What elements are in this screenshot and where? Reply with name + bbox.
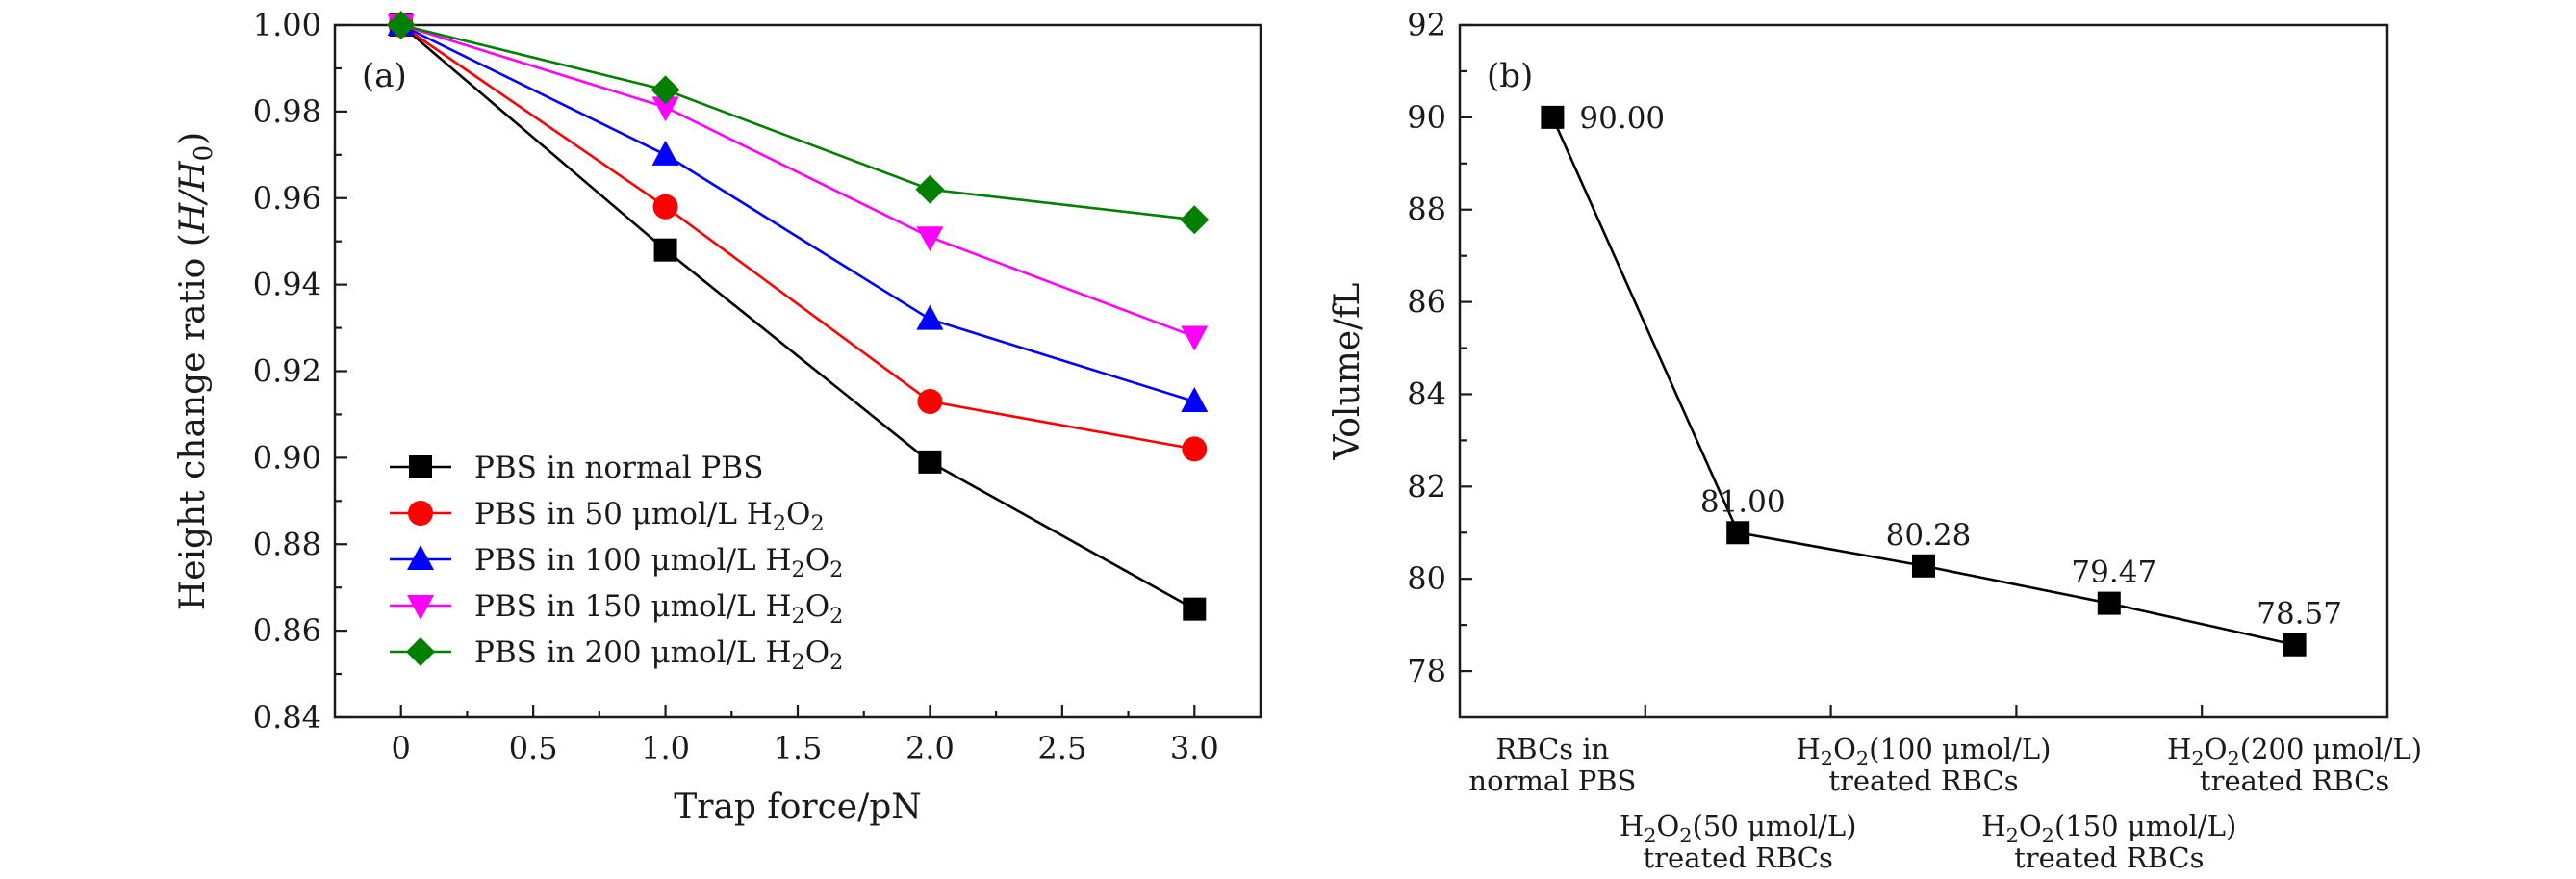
y-axis-title: Volume/fL (1328, 282, 1367, 460)
data-point (651, 96, 679, 122)
legend-marker (407, 595, 434, 620)
y-tick-label: 0.86 (253, 612, 321, 649)
data-point (2283, 633, 2307, 657)
data-point (1726, 521, 1750, 545)
data-point (2097, 591, 2121, 615)
data-point (1181, 386, 1209, 412)
series-line (400, 23, 1195, 403)
panel-a-chart: 0 0.5 1.0 1.5 2.0 2.5 3.0 0.84 0.86 0.88 0.90 0.92 0… (173, 7, 1262, 827)
series-line (399, 23, 1195, 451)
legend-marker (408, 501, 433, 526)
legend-label: PBS in 100 μmol/L H2​O2​ (474, 543, 843, 582)
data-point (650, 75, 680, 105)
x-tick-label: 1.0 (641, 730, 690, 766)
panel-b-chart: 78 80 82 84 86 88 90 92 Volume/fL (b) 90.00 81.00 80… (1328, 7, 2422, 874)
data-point (1912, 554, 1935, 578)
data-point (916, 304, 944, 330)
series-line (400, 23, 1195, 338)
category-label-line2: treated RBCs (1644, 841, 1833, 874)
data-point (1183, 597, 1207, 621)
data-point (1182, 436, 1208, 462)
x-tick-label: 3.0 (1170, 730, 1219, 766)
data-point (1180, 205, 1210, 235)
category-label-line1: H2​O2​(100 μmol/L) (1797, 733, 2052, 770)
x-tick-label: 0.5 (509, 730, 558, 766)
y-tick-label: 0.84 (253, 699, 321, 736)
y-tick-label: 82 (1407, 468, 1446, 504)
category-label-line2: normal PBS (1468, 764, 1636, 797)
y-tick-label: 80 (1407, 560, 1446, 597)
plot-frame (1458, 23, 2389, 719)
category-label-line2: treated RBCs (2014, 841, 2204, 874)
data-label: 78.57 (2257, 597, 2342, 632)
y-tick-label: 84 (1407, 375, 1446, 412)
y-tick-label: 0.92 (253, 353, 321, 390)
category-label-line2: treated RBCs (2200, 764, 2389, 797)
y-tick-label: 0.98 (253, 93, 321, 130)
y-tick-label: 88 (1407, 192, 1446, 228)
legend-label: PBS in normal PBS (474, 451, 763, 485)
data-label: 80.28 (1886, 518, 1972, 553)
y-tick-label: 0.88 (253, 526, 321, 562)
data-point (651, 140, 679, 166)
category-label-line2: treated RBCs (1828, 764, 2018, 797)
y-tick-label: 86 (1407, 284, 1446, 321)
x-tick-label: 0 (392, 730, 411, 766)
x-tick-label: 2.0 (905, 730, 955, 766)
y-tick-label: 90 (1407, 99, 1446, 136)
data-point (917, 388, 943, 414)
data-point (386, 11, 416, 39)
category-label-line1: RBCs in (1495, 733, 1609, 765)
data-label: 81.00 (1700, 484, 1786, 519)
data-point (1181, 325, 1209, 351)
data-point (652, 194, 678, 220)
y-tick-label: 0.90 (253, 439, 321, 476)
y-tick-label: 1.00 (253, 7, 321, 43)
data-label: 79.47 (2071, 556, 2156, 590)
legend-label: PBS in 150 μmol/L H2​O2​ (474, 589, 843, 629)
data-point (653, 238, 677, 262)
series-line (399, 24, 1195, 610)
legend-label: PBS in 200 μmol/L H2​O2​ (474, 635, 843, 675)
category-label-line1: H2​O2​(50 μmol/L) (1620, 810, 1857, 847)
legend-marker (407, 545, 434, 570)
panel-label: (b) (1487, 57, 1533, 95)
legend-marker (406, 637, 435, 666)
series-line (400, 23, 1195, 221)
legend-marker (409, 455, 432, 478)
y-tick-label: 0.96 (253, 180, 321, 217)
data-point (918, 450, 942, 474)
y-tick-label: 0.94 (253, 267, 321, 303)
data-point (916, 226, 944, 252)
category-label-line1: H2​O2​(150 μmol/L) (1981, 810, 2236, 847)
x-axis-title: Trap force/pN (674, 788, 922, 827)
category-label-line1: H2​O2​(200 μmol/L) (2167, 733, 2422, 770)
x-tick-label: 1.5 (774, 730, 823, 766)
data-point (1541, 105, 1565, 129)
y-axis-title: Height change ratio (H/H0) (173, 132, 218, 610)
data-point (915, 174, 945, 204)
panel-label: (a) (362, 57, 407, 95)
y-tick-label: 92 (1407, 7, 1446, 43)
data-label: 90.00 (1579, 101, 1665, 136)
y-tick-label: 78 (1407, 653, 1446, 689)
legend-label: PBS in 50 μmol/L H2​O2​ (474, 497, 825, 536)
x-tick-label: 2.5 (1037, 730, 1086, 766)
